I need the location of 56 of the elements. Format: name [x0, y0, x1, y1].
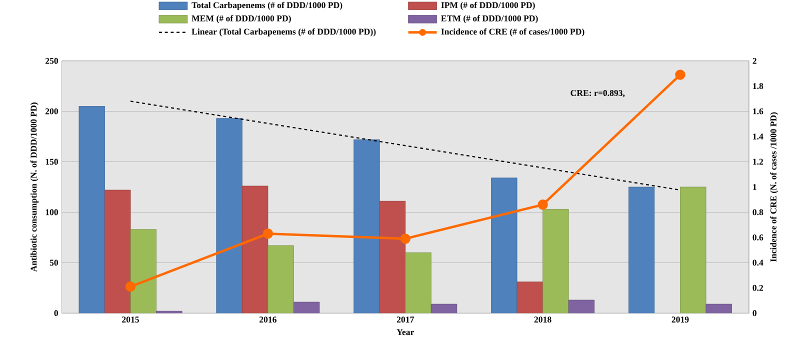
bar	[405, 252, 432, 313]
legend-label: MEM (# of DDD/1000 PD)	[192, 14, 291, 23]
y-tick-label: 200	[46, 108, 58, 114]
x-tick-label: 2018	[534, 316, 552, 322]
legend-label: Total Carbapenems (# of DDD/1000 PD)	[192, 2, 342, 10]
point	[400, 233, 411, 244]
y2-tick-label: 2	[752, 58, 756, 64]
bar	[680, 186, 706, 313]
x-tick-label: 2017	[396, 316, 414, 322]
y-tick-label: 150	[46, 158, 58, 165]
x-axis-title: Year	[396, 329, 414, 335]
bar	[491, 178, 518, 313]
y-tick-label: 250	[46, 58, 58, 64]
y2-tick-label: 1.2	[753, 158, 764, 165]
legend-label: ETM (# of DDD/1000 PD)	[441, 14, 538, 23]
legend-label: Incidence of CRE (# of cases/1000 PD)	[441, 28, 584, 36]
y-tick-label: 50	[50, 260, 58, 266]
y2-tick-label: 0.6	[752, 234, 764, 240]
bar	[706, 304, 732, 313]
bar	[130, 229, 156, 313]
x-tick-label: 2015	[122, 316, 139, 322]
y2-tick-label: 0.2	[752, 284, 764, 291]
bar	[568, 300, 594, 313]
y-tick-label: 100	[46, 209, 58, 216]
bar	[294, 302, 320, 313]
y2-tick-label: 1.8	[753, 82, 764, 89]
annotation: CRE: r=0.893,	[570, 90, 625, 98]
y-axis-title: Antibiotic consumption (N. of DDD/1000 PD)	[30, 102, 38, 272]
bar	[516, 281, 543, 313]
legend-label: Linear (Total Carbapenems (# of DDD/1000 PD))	[192, 28, 376, 36]
bar	[104, 190, 131, 313]
point	[125, 281, 136, 292]
y2-tick-label: 1	[753, 184, 756, 190]
bar	[379, 200, 406, 313]
bar	[542, 208, 569, 313]
y2-tick-label: 0.8	[752, 209, 764, 216]
point	[675, 69, 686, 80]
y2-tick-label: 0.4	[752, 260, 764, 266]
bar	[268, 245, 294, 313]
y2-tick-label: 1.4	[753, 133, 764, 140]
y2-tick-label: 0	[752, 310, 756, 316]
bar	[354, 139, 380, 313]
bar	[216, 118, 242, 313]
bar	[242, 186, 268, 313]
bar	[78, 106, 105, 313]
bar	[431, 304, 457, 313]
y2-axis-title: Incidence of CRE (N. of cases /1000 PD)	[770, 112, 778, 262]
x-tick-label: 2019	[672, 316, 689, 322]
point	[262, 228, 274, 239]
x-tick-label: 2016	[260, 316, 276, 322]
y2-tick-label: 1.6	[753, 108, 764, 114]
y-tick-label: 0	[54, 310, 58, 316]
legend-label: IPM (# of DDD/1000 PD)	[441, 2, 535, 10]
point	[538, 199, 548, 210]
bar	[628, 186, 655, 313]
line-series	[130, 100, 681, 190]
